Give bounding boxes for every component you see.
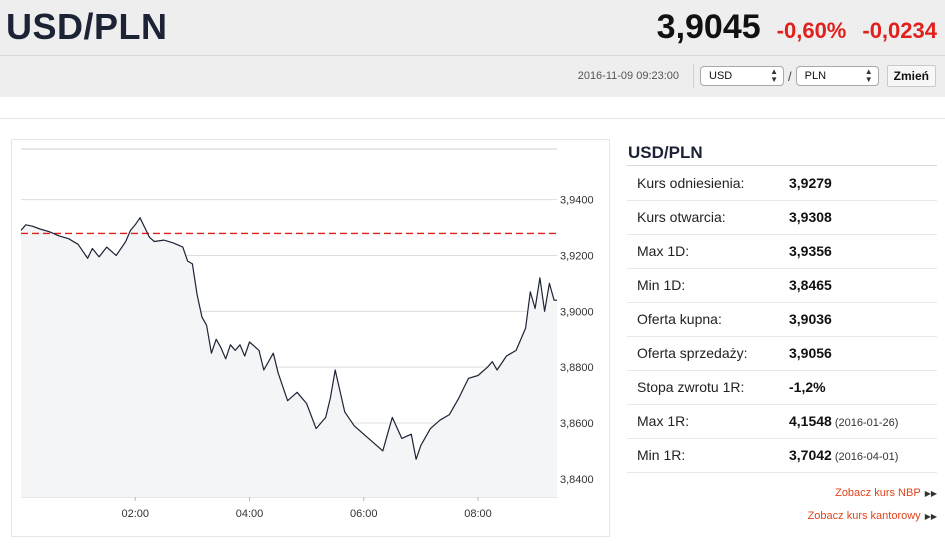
panel-title: USD/PLN bbox=[627, 139, 937, 166]
y-tick-label: 3,9400 bbox=[560, 195, 594, 207]
x-tick-label: 06:00 bbox=[350, 508, 378, 520]
stats-row: Kurs otwarcia: 3,9308 bbox=[627, 200, 937, 235]
current-price: 3,9045 bbox=[656, 8, 761, 46]
stats-row: Oferta kupna: 3,9036 bbox=[627, 302, 937, 337]
stats-row: Kurs odniesienia: 3,9279 bbox=[627, 166, 937, 201]
stats-value: -1,2% bbox=[789, 370, 937, 405]
y-tick-label: 3,9000 bbox=[560, 306, 594, 318]
stats-label: Kurs otwarcia: bbox=[627, 200, 789, 235]
x-tick-label: 04:00 bbox=[236, 508, 264, 520]
select-arrows-icon: ▲ ▼ bbox=[770, 67, 779, 84]
links-area: Zobacz kurs NBP ▶▶ Zobacz kurs kantorowy ▶… bbox=[808, 487, 937, 533]
stats-value: 3,9356 bbox=[789, 234, 937, 269]
quote-summary: 3,9045 -0,60% -0,0234 bbox=[657, 8, 937, 47]
from-currency-select[interactable]: USD ▲ ▼ bbox=[700, 66, 785, 86]
change-percent: -0,60% bbox=[776, 18, 847, 43]
stats-value: 3,9036 bbox=[789, 302, 937, 337]
stats-value-number: 4,1548 bbox=[789, 413, 832, 429]
page-title: USD/PLN bbox=[6, 6, 168, 47]
y-tick-label: 3,8800 bbox=[560, 362, 594, 374]
currency-toolbar: 2016-11-09 09:23:00 USD ▲ ▼ / PLN ▲ ▼ Zmie… bbox=[578, 64, 936, 88]
exchange-office-rate-link[interactable]: Zobacz kurs kantorowy ▶▶ bbox=[807, 510, 937, 522]
stats-value-number: 3,9279 bbox=[789, 174, 832, 191]
change-absolute: -0,0234 bbox=[862, 18, 937, 43]
select-arrows-icon: ▲ ▼ bbox=[864, 67, 873, 84]
x-tick-label: 08:00 bbox=[464, 508, 492, 520]
stats-label: Min 1R: bbox=[627, 438, 789, 473]
to-currency-value: PLN bbox=[804, 70, 827, 82]
y-tick-label: 3,8400 bbox=[560, 474, 594, 486]
stats-value-number: 3,9036 bbox=[789, 311, 832, 327]
stats-label: Oferta sprzedaży: bbox=[627, 336, 789, 371]
stats-row: Max 1D: 3,9356 bbox=[627, 234, 937, 269]
header-bar: USD/PLN 3,9045 -0,60% -0,0234 2016-11-09… bbox=[0, 0, 945, 97]
stats-value-number: 3,9308 bbox=[789, 209, 832, 225]
stats-row: Oferta sprzedaży: 3,9056 bbox=[627, 336, 937, 371]
x-tick-label: 02:00 bbox=[121, 508, 149, 520]
stats-value: 3,9056 bbox=[789, 336, 937, 371]
stats-row: Max 1R: 4,1548 (2016-01-26) bbox=[627, 404, 937, 439]
stats-date: (2016-04-01) bbox=[834, 451, 899, 463]
stats-row: Min 1D: 3,8465 bbox=[627, 268, 937, 303]
stats-date: (2016-01-26) bbox=[834, 417, 899, 429]
series-line bbox=[20, 217, 557, 460]
stats-label: Kurs odniesienia: bbox=[627, 166, 789, 201]
stats-value: 3,9308 bbox=[789, 200, 937, 235]
stats-label: Min 1D: bbox=[627, 268, 789, 303]
from-currency-value: USD bbox=[709, 70, 733, 82]
y-tick-label: 3,9200 bbox=[560, 250, 594, 262]
stats-value: 4,1548 (2016-01-26) bbox=[789, 404, 937, 439]
double-chevron-right-icon: ▶▶ bbox=[924, 512, 937, 521]
stats-table: Kurs odniesienia: 3,9279 Kurs otwarcia: 3,9… bbox=[627, 166, 937, 473]
double-chevron-right-icon: ▶▶ bbox=[924, 489, 937, 498]
stats-value-number: 3,9056 bbox=[789, 345, 832, 361]
nbp-rate-link[interactable]: Zobacz kurs NBP ▶▶ bbox=[835, 487, 937, 499]
stats-panel: USD/PLN Kurs odniesienia: 3,9279 Kurs otwa… bbox=[627, 139, 937, 473]
stats-row: Stopa zwrotu 1R: -1,2% bbox=[627, 370, 937, 405]
stats-value: 3,8465 bbox=[789, 268, 937, 303]
stats-row: Min 1R: 3,7042 (2016-04-01) bbox=[627, 438, 937, 473]
stats-value-number: 3,9356 bbox=[789, 243, 832, 259]
series-area-fill bbox=[21, 217, 557, 498]
price-chart: 3,8400 3,8600 3,8800 3,9000 3,9200 3,9400 02:0… bbox=[20, 148, 594, 520]
stats-label: Oferta kupna: bbox=[627, 302, 789, 337]
stats-value-number: -1,2% bbox=[789, 379, 826, 395]
stats-value: 3,7042 (2016-04-01) bbox=[789, 438, 937, 473]
to-currency-select[interactable]: PLN ▲ ▼ bbox=[795, 66, 879, 86]
header-divider bbox=[0, 55, 945, 56]
quote-timestamp: 2016-11-09 09:23:00 bbox=[577, 70, 680, 82]
stats-label: Stopa zwrotu 1R: bbox=[627, 370, 789, 405]
stats-value-number: 3,8465 bbox=[789, 277, 832, 293]
stats-value-number: 3,7042 bbox=[789, 447, 832, 463]
chart-container: 3,8400 3,8600 3,8800 3,9000 3,9200 3,9400 02:0… bbox=[11, 139, 610, 537]
toolbar-separator bbox=[693, 64, 695, 88]
section-divider bbox=[0, 118, 945, 119]
stats-value: 3,9279 bbox=[789, 166, 937, 201]
stats-label: Max 1R: bbox=[627, 404, 789, 439]
change-button[interactable]: Zmień bbox=[886, 65, 936, 87]
stats-label: Max 1D: bbox=[627, 234, 789, 269]
currency-slash: / bbox=[788, 68, 792, 84]
y-tick-label: 3,8600 bbox=[560, 418, 594, 430]
